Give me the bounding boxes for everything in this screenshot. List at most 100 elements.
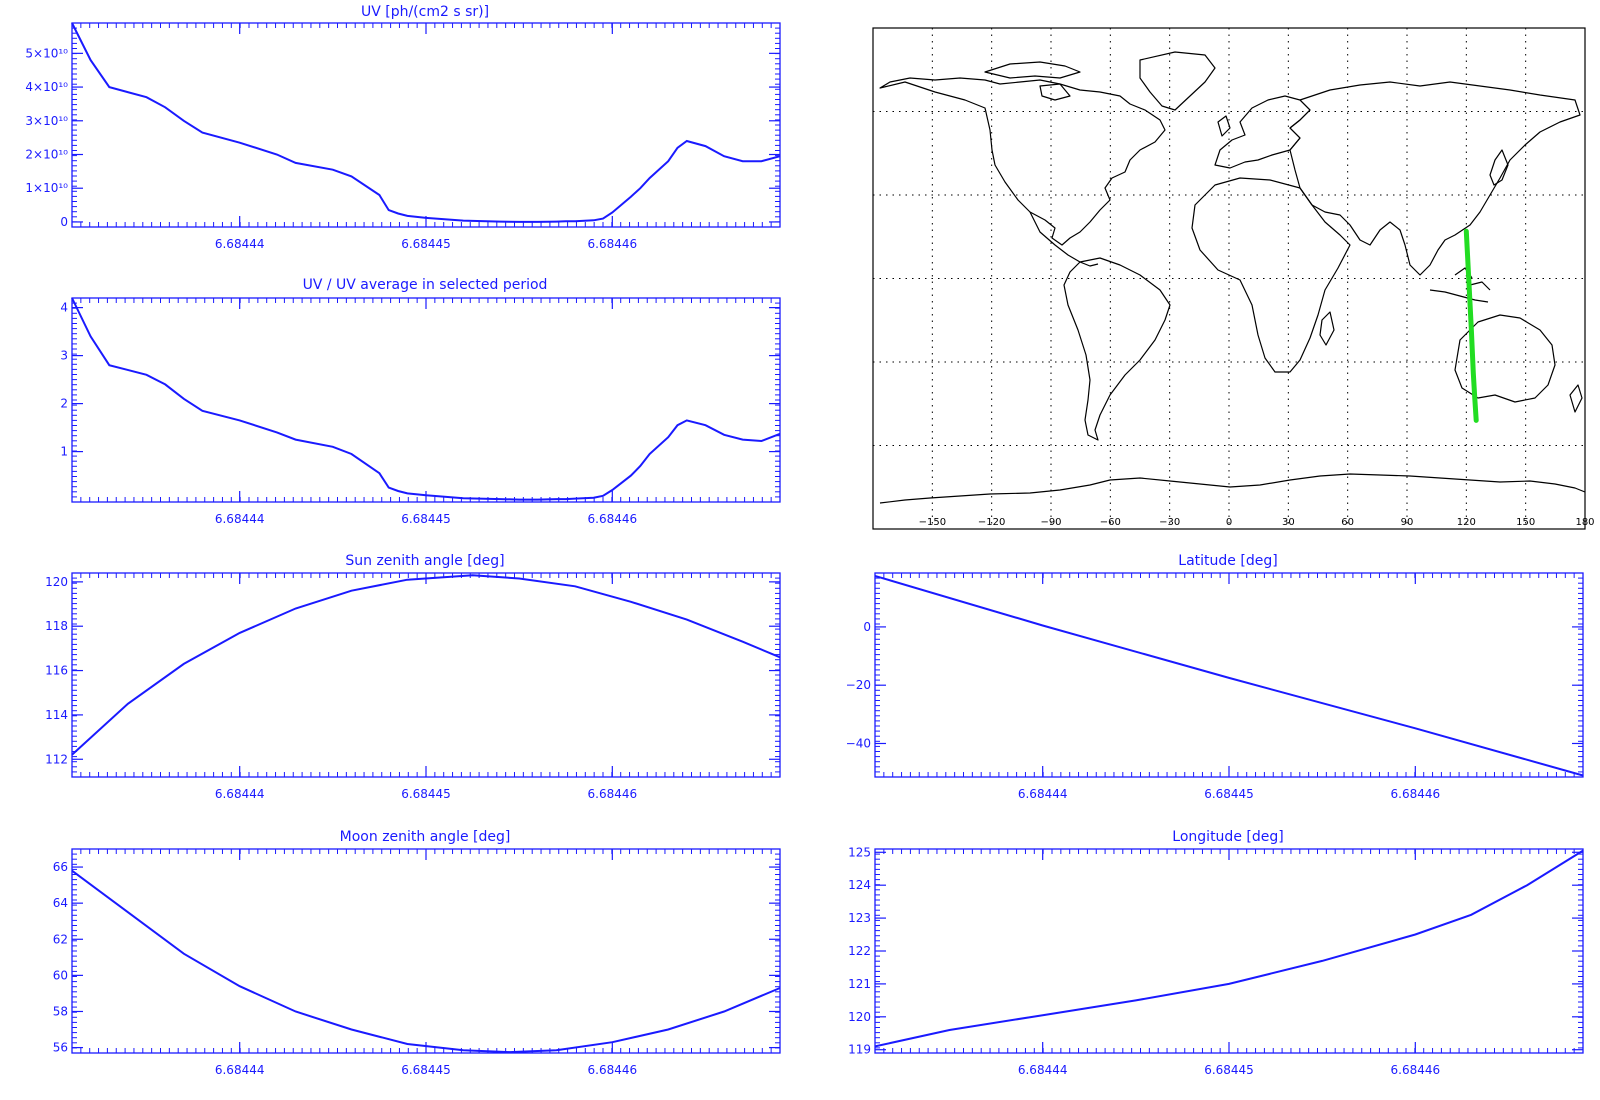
sza-xtick-label: 6.68446	[588, 787, 638, 801]
lon-xtick-label: 6.68445	[1204, 1063, 1254, 1077]
map-xtick-label: 180	[1575, 517, 1594, 528]
map-xtick-label: 90	[1401, 517, 1414, 528]
uv-xtick-label: 6.68446	[588, 237, 638, 251]
uvnorm-line	[71, 297, 781, 501]
mza-plot-frame	[71, 848, 781, 1054]
lon-panel: Longitude [deg] 119 120 121 122 123 124 125 6.6…	[848, 829, 1584, 1077]
sza-ytick-label: 112	[45, 752, 68, 766]
map-xtick-label: 120	[1457, 517, 1476, 528]
uv-plot-frame	[71, 22, 781, 228]
lon-ytick-label: 123	[848, 911, 871, 925]
lat-ytick-label: 0	[863, 620, 871, 634]
uv-panel: UV [ph/(cm2 s sr)] 0 1×10¹⁰ 2×10¹⁰ 3×10¹⁰ 4×…	[25, 4, 781, 251]
mza-title: Moon zenith angle [deg]	[340, 829, 511, 845]
map-xtick-label: 150	[1516, 517, 1535, 528]
mza-line	[71, 869, 781, 1054]
uv-xtick-label: 6.68444	[215, 237, 265, 251]
uv-ytick-label: 3×10¹⁰	[25, 114, 68, 128]
sza-ytick-label: 118	[45, 619, 68, 633]
sza-line	[71, 574, 781, 756]
mza-xtick-label: 6.68444	[215, 1063, 265, 1077]
world-map: −150 −120 −90 −60 −30 0 30 60 90 120 150 180	[872, 27, 1595, 530]
central-america-outline	[1029, 211, 1099, 267]
map-xtick-label: −120	[978, 517, 1005, 528]
uvnorm-xtick-label: 6.68444	[215, 512, 265, 526]
map-xtick-label: −30	[1159, 517, 1180, 528]
lon-xtick-labels: 6.68444 6.68445 6.68446	[1018, 1063, 1440, 1077]
lon-title: Longitude [deg]	[1172, 829, 1283, 845]
map-grid	[873, 28, 1585, 529]
uv-ytick-label: 4×10¹⁰	[25, 80, 68, 94]
lon-ytick-label: 122	[848, 944, 871, 958]
sza-xtick-labels: 6.68444 6.68445 6.68446	[215, 787, 637, 801]
mza-axes	[71, 848, 781, 1054]
lat-xtick-label: 6.68445	[1204, 787, 1254, 801]
uvnorm-panel: UV / UV average in selected period 1 2 3 4 6…	[60, 277, 781, 526]
uvnorm-ytick-labels: 1 2 3 4	[60, 301, 68, 459]
arctic-islands-outline	[984, 61, 1081, 101]
africa-outline	[1191, 177, 1351, 373]
sza-ytick-labels: 112 114 116 118 120	[45, 575, 68, 766]
lat-axes	[874, 572, 1584, 778]
south-america-outline	[1063, 257, 1171, 441]
lon-xtick-label: 6.68446	[1391, 1063, 1441, 1077]
uvnorm-xtick-label: 6.68445	[401, 512, 451, 526]
north-america-outline	[879, 77, 1166, 246]
antarctica-outline	[879, 473, 1586, 504]
uvnorm-ytick-label: 2	[60, 397, 68, 411]
mza-panel: Moon zenith angle [deg] 56 58 60 62 64 66 6.68…	[53, 829, 781, 1077]
uvnorm-ytick-label: 4	[60, 301, 68, 315]
uv-xtick-labels: 6.68444 6.68445 6.68446	[215, 237, 637, 251]
greenland-outline	[1139, 51, 1216, 111]
sza-xtick-label: 6.68445	[401, 787, 451, 801]
uv-ytick-label: 2×10¹⁰	[25, 148, 68, 162]
map-xtick-label: −150	[919, 517, 946, 528]
mza-ytick-label: 62	[53, 932, 68, 946]
mza-xtick-labels: 6.68444 6.68445 6.68446	[215, 1063, 637, 1077]
sza-panel: Sun zenith angle [deg] 112 114 116 118 120 6.…	[45, 553, 781, 801]
mza-xtick-label: 6.68446	[588, 1063, 638, 1077]
lat-xtick-labels: 6.68444 6.68445 6.68446	[1018, 787, 1440, 801]
lon-ytick-label: 124	[848, 878, 871, 892]
asia-outline	[1289, 81, 1581, 276]
map-xtick-label: −60	[1100, 517, 1121, 528]
sza-title: Sun zenith angle [deg]	[345, 553, 504, 569]
uv-ytick-label: 5×10¹⁰	[25, 46, 68, 60]
lon-plot-frame	[874, 848, 1584, 1054]
lat-xtick-label: 6.68444	[1018, 787, 1068, 801]
lat-xtick-label: 6.68446	[1391, 787, 1441, 801]
lon-ytick-label: 121	[848, 977, 871, 991]
uv-axes	[71, 22, 781, 228]
lon-xtick-label: 6.68444	[1018, 1063, 1068, 1077]
new-zealand-outline	[1569, 384, 1583, 413]
australia-outline	[1454, 314, 1556, 403]
mza-ytick-label: 66	[53, 860, 68, 874]
lon-ytick-label: 120	[848, 1010, 871, 1024]
map-coastlines	[879, 51, 1586, 504]
madagascar-outline	[1319, 311, 1335, 346]
sza-ytick-label: 116	[45, 664, 68, 678]
uv-line	[71, 22, 781, 223]
sza-plot-frame	[71, 572, 781, 778]
mza-ytick-label: 64	[53, 896, 68, 910]
mza-ytick-label: 58	[53, 1004, 68, 1018]
map-xtick-label: −90	[1040, 517, 1061, 528]
lat-ytick-label: −20	[846, 678, 871, 692]
mza-ytick-label: 60	[53, 968, 68, 982]
lat-ytick-label: −40	[846, 736, 871, 750]
lon-ytick-labels: 119 120 121 122 123 124 125	[848, 845, 871, 1056]
british-isles-outline	[1217, 115, 1231, 137]
sza-xtick-label: 6.68444	[215, 787, 265, 801]
map-xtick-label: 30	[1282, 517, 1295, 528]
lat-ytick-labels: −40 −20 0	[846, 620, 871, 751]
map-xtick-label: 0	[1226, 517, 1232, 528]
lat-line	[874, 574, 1584, 777]
uv-ytick-labels: 0 1×10¹⁰ 2×10¹⁰ 3×10¹⁰ 4×10¹⁰ 5×10¹⁰	[25, 46, 68, 229]
mza-ytick-labels: 56 58 60 62 64 66	[53, 860, 68, 1055]
uvnorm-title: UV / UV average in selected period	[303, 277, 548, 293]
uvnorm-plot-frame	[71, 297, 781, 503]
lon-ytick-label: 125	[848, 845, 871, 859]
uv-ytick-label: 0	[60, 215, 68, 229]
